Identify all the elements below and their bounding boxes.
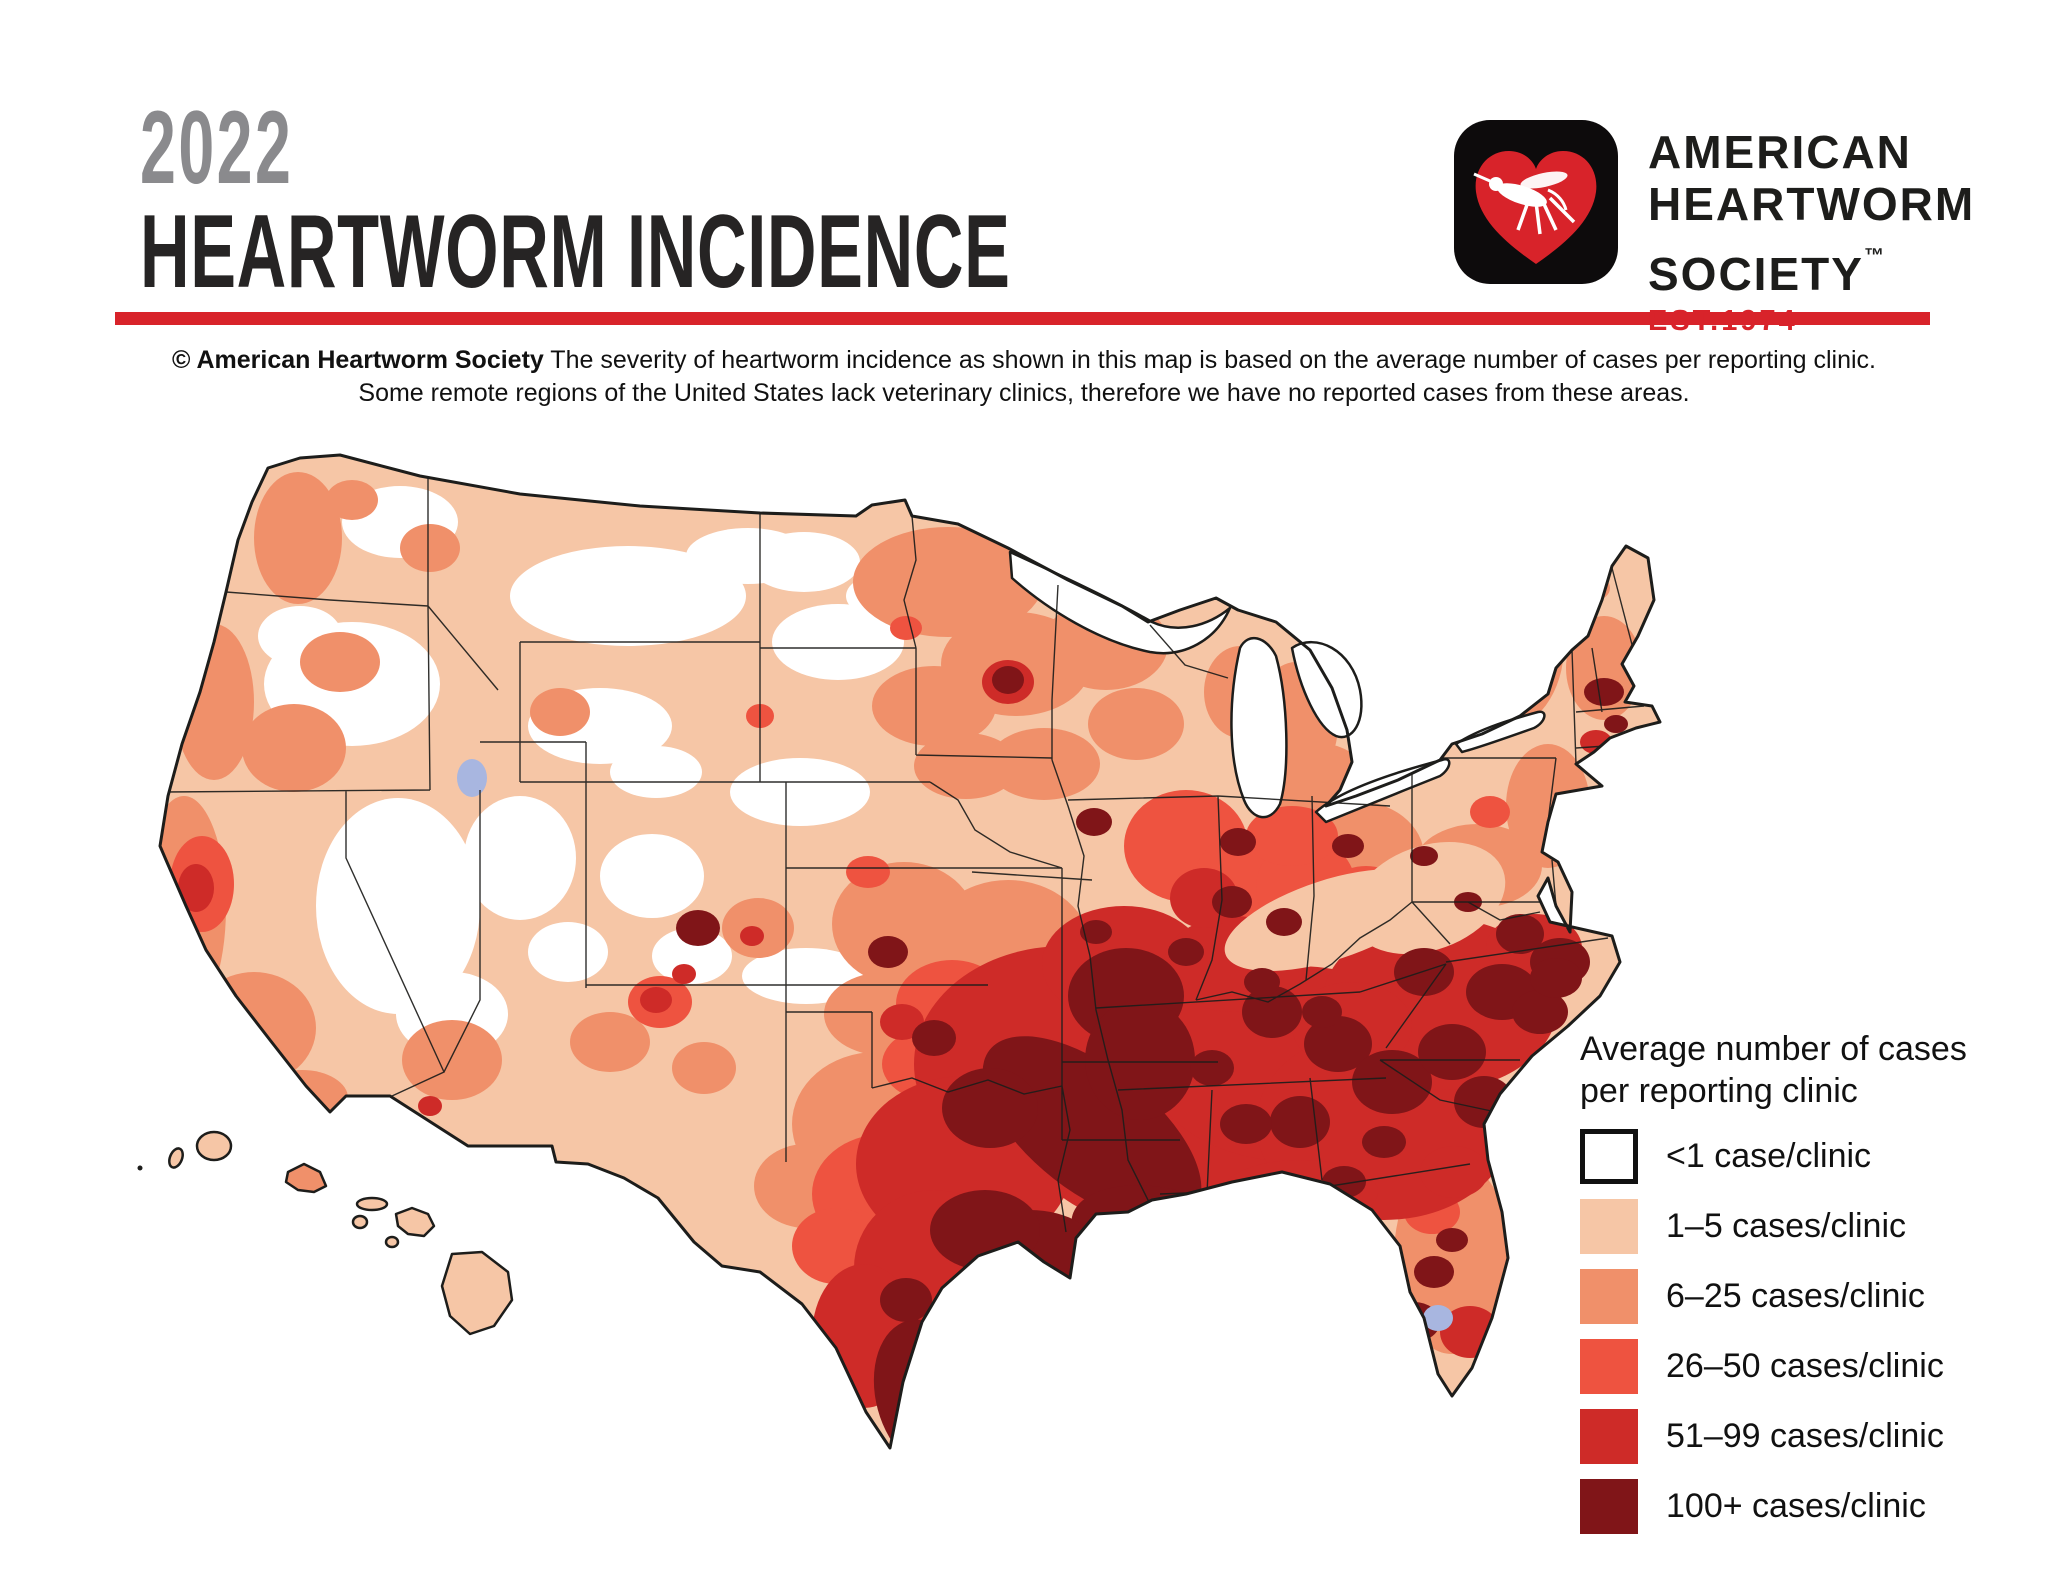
ahs-logo-icon [1454, 120, 1618, 284]
ahs-logo-wordmark: AMERICAN HEARTWORM SOCIETY™ EST.1974 [1648, 126, 1975, 336]
logo-established: EST.1974 [1648, 305, 1798, 337]
lanai [351, 1214, 369, 1230]
big-island [440, 1250, 514, 1336]
lake-ontario [1454, 710, 1546, 754]
logo-line-society: SOCIETY™ [1648, 245, 1884, 300]
niihau [168, 1147, 184, 1169]
us-outline [158, 453, 1662, 1450]
inland-lakes [457, 759, 1453, 1331]
legend-label: 51–99 cases/clinic [1666, 1417, 1944, 1455]
legend-item-6-25: 6–25 cases/clinic [1580, 1268, 2000, 1325]
header-divider [115, 312, 1930, 325]
appalachian-light-band [1224, 841, 1506, 972]
legend-swatch [1580, 1339, 1638, 1394]
maui [394, 1206, 436, 1238]
great-salt-lake [457, 759, 487, 797]
caption-line-1: © American Heartworm Society The severit… [172, 346, 1876, 374]
legend: Average number of cases per reporting cl… [1580, 1028, 2000, 1548]
legend-swatch [1580, 1269, 1638, 1324]
molokai [355, 1196, 389, 1212]
legend-item-51-99: 51–99 cases/clinic [1580, 1408, 2000, 1465]
oahu [284, 1162, 328, 1194]
report-year: 2022 [140, 90, 294, 206]
legend-swatch [1580, 1479, 1638, 1534]
state-borders [163, 472, 1645, 1233]
legend-item-1-5: 1–5 cases/clinic [1580, 1198, 2000, 1255]
lake-huron [1290, 641, 1363, 739]
kahoolawe [384, 1235, 400, 1249]
legend-item-under-1: <1 case/clinic [1580, 1128, 2000, 1185]
legend-label: <1 case/clinic [1666, 1137, 1872, 1175]
hawaii-islands [137, 1130, 514, 1336]
legend-rows: <1 case/clinic 1–5 cases/clinic 6–25 cas… [1580, 1128, 2000, 1535]
legend-swatch [1580, 1199, 1638, 1254]
trademark-symbol: ™ [1863, 245, 1884, 267]
mosquito-icon [1473, 171, 1576, 235]
legend-label: 6–25 cases/clinic [1666, 1277, 1925, 1315]
logo-line-american: AMERICAN [1648, 126, 1912, 178]
page-title: HEARTWORM INCIDENCE [140, 194, 1011, 310]
legend-swatch [1580, 1409, 1638, 1464]
legend-label: 1–5 cases/clinic [1666, 1207, 1907, 1245]
kauai [195, 1130, 233, 1162]
lake-michigan [1230, 636, 1288, 819]
legend-title: Average number of cases per reporting cl… [1580, 1030, 1967, 1110]
legend-item-100-plus: 100+ cases/clinic [1580, 1478, 2000, 1535]
logo-line-heartworm: HEARTWORM [1648, 178, 1976, 230]
island-dot [137, 1165, 143, 1171]
legend-label: 100+ cases/clinic [1666, 1487, 1926, 1525]
great-lakes [1008, 550, 1546, 824]
legend-label: 26–50 cases/clinic [1666, 1347, 1944, 1385]
map-caption: © American Heartworm Society The severit… [0, 344, 2048, 410]
caption-line-2: Some remote regions of the United States… [358, 379, 1690, 407]
lake-okeechobee [1423, 1305, 1453, 1331]
lake-erie [1314, 757, 1451, 824]
legend-swatch [1580, 1129, 1638, 1184]
legend-item-26-50: 26–50 cases/clinic [1580, 1338, 2000, 1395]
